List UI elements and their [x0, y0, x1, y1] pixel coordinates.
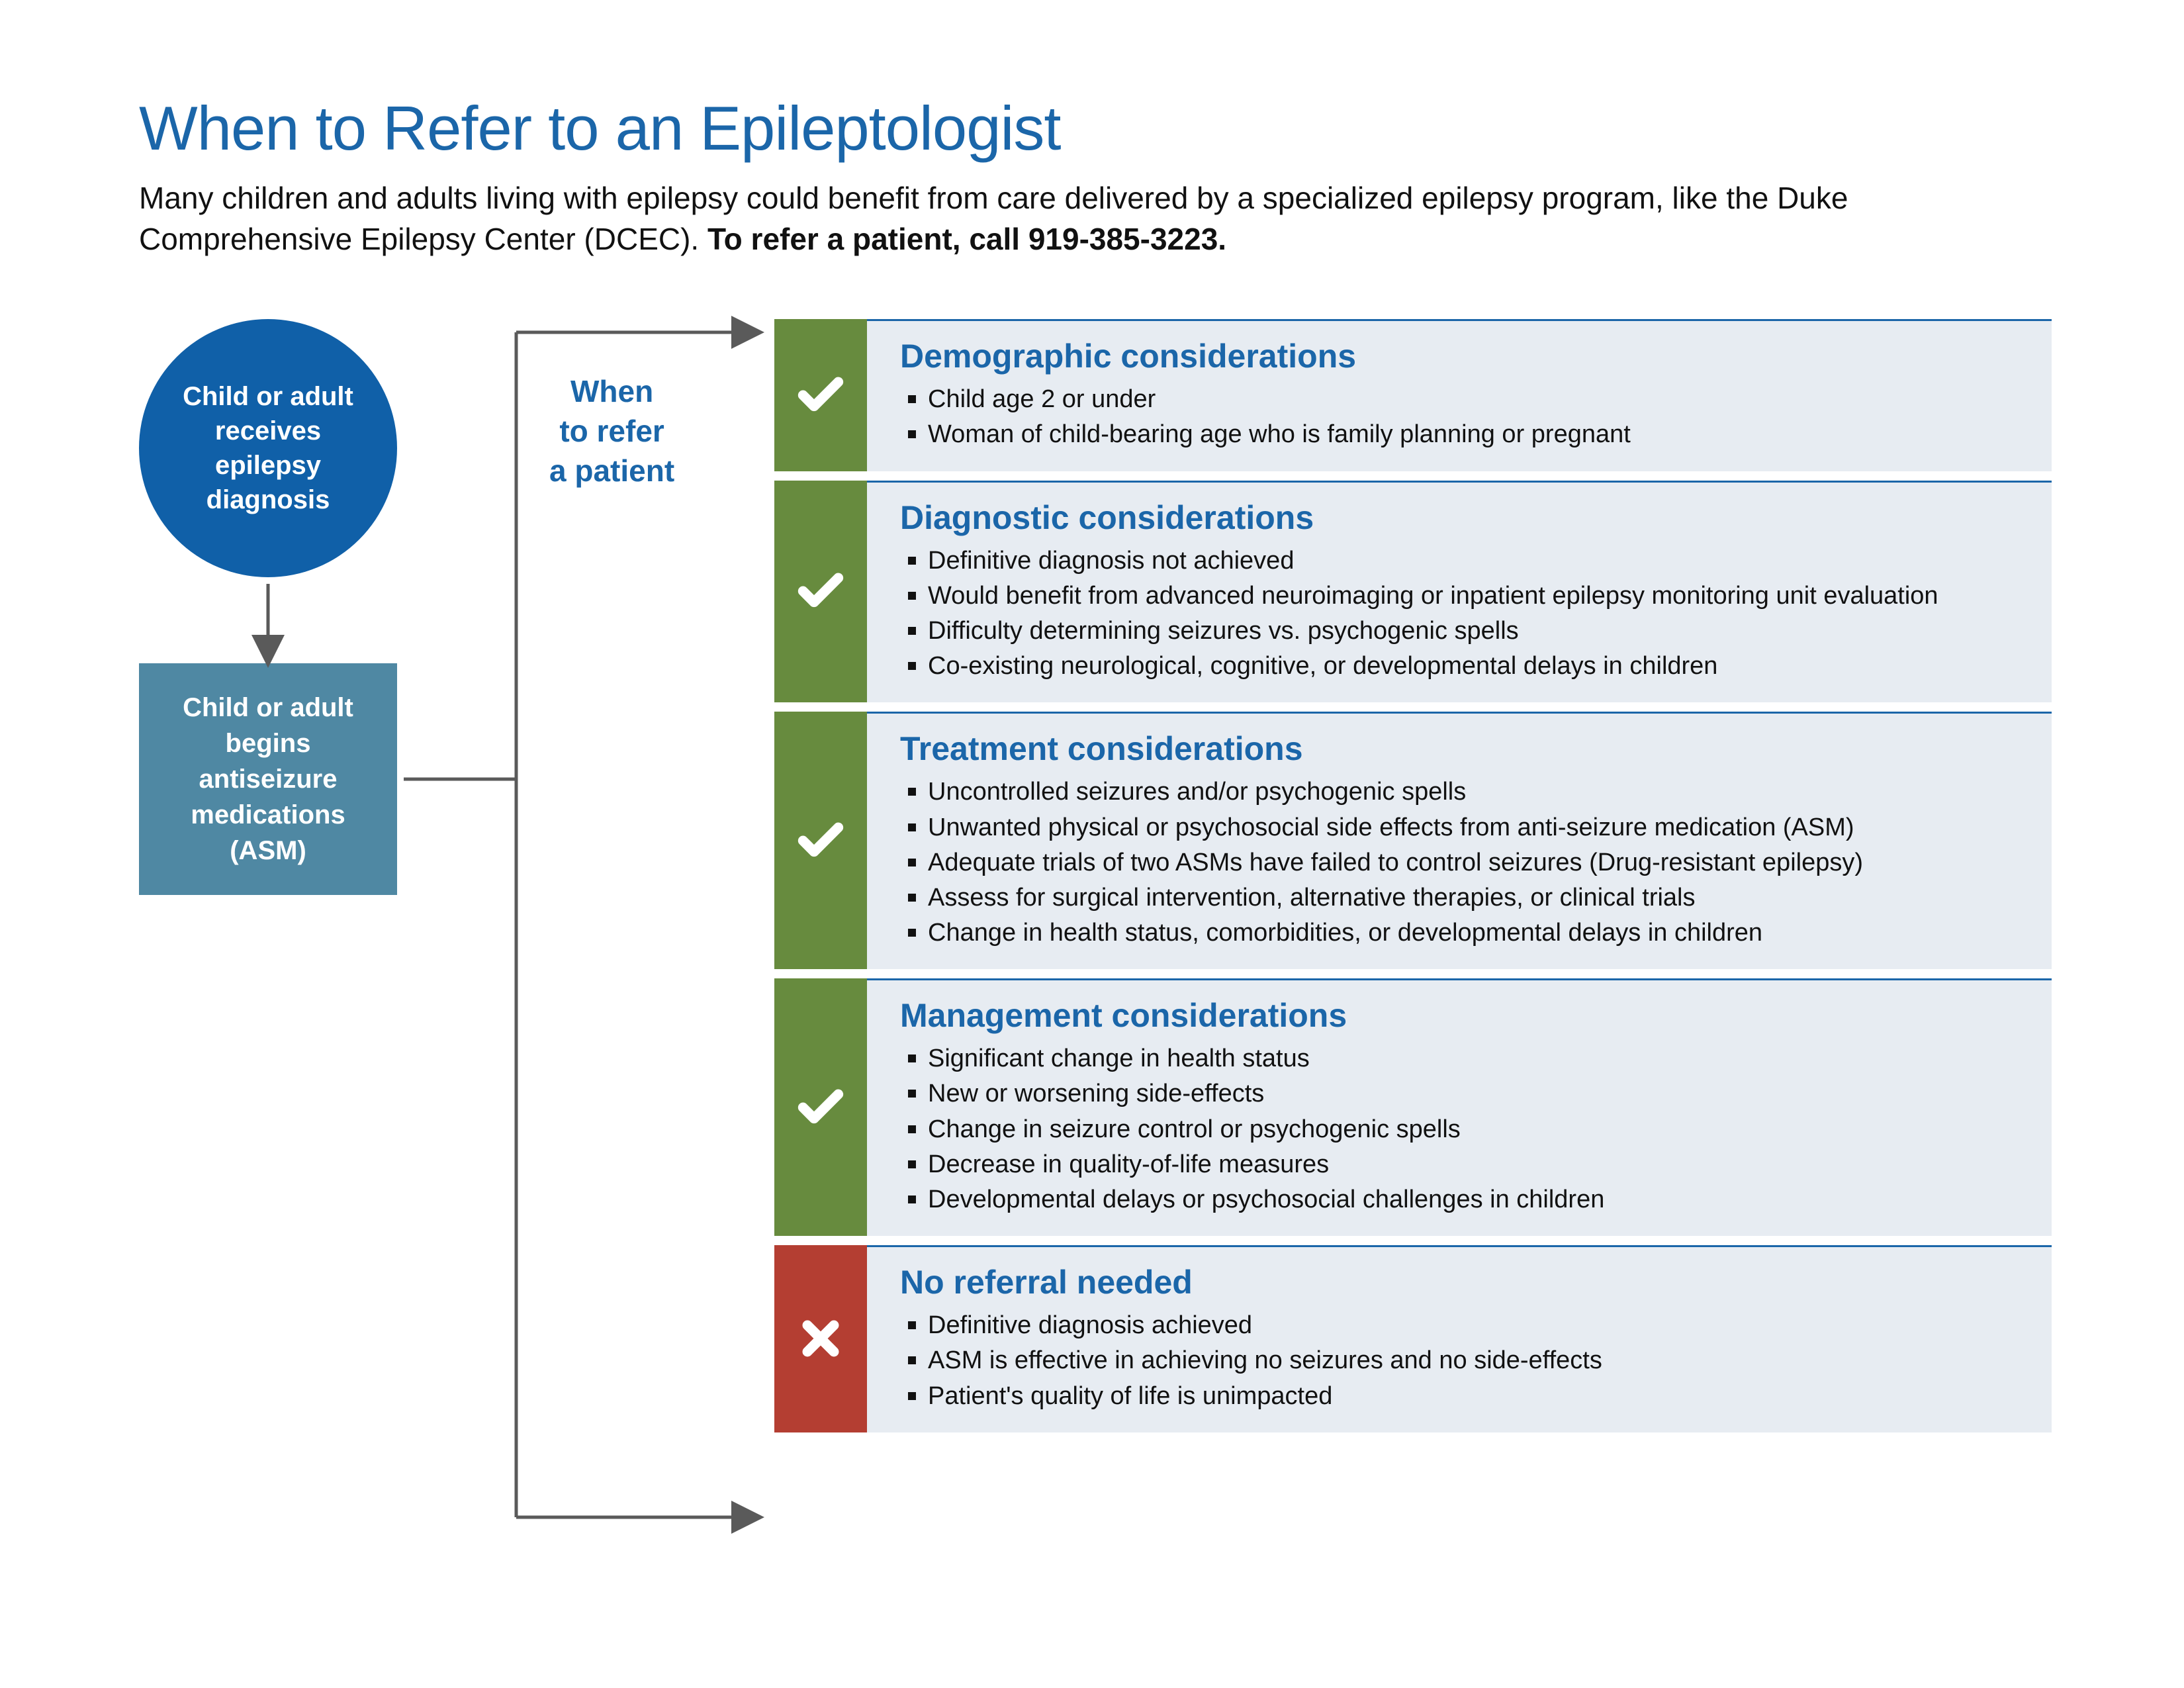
list-item: ASM is effective in achieving no seizure… [908, 1343, 2025, 1378]
panels-column: Demographic considerations Child age 2 or… [774, 319, 2052, 1432]
panel-list: Definitive diagnosis achievedASM is effe… [900, 1308, 2025, 1414]
branch-label-line3: a patient [549, 453, 674, 488]
panel-title: Treatment considerations [900, 729, 2025, 768]
page-title: When to Refer to an Epileptologist [139, 93, 2052, 164]
consideration-panel: Diagnostic considerations Definitive diag… [774, 481, 2052, 703]
panel-body: Management considerations Significant cha… [867, 978, 2052, 1236]
branch-label-line2: to refer [559, 414, 664, 448]
list-item: Difficulty determining seizures vs. psyc… [908, 614, 2025, 649]
flow-node-asm: Child or adult begins antiseizure medica… [139, 663, 397, 895]
panel-list: Child age 2 or underWoman of child-beari… [900, 382, 2025, 452]
flow-node-diagnosis: Child or adult receives epilepsy diagnos… [139, 319, 397, 577]
list-item: Would benefit from advanced neuroimaging… [908, 579, 2025, 614]
flow-column: Child or adult receives epilepsy diagnos… [139, 319, 437, 1432]
list-item: Uncontrolled seizures and/or psychogenic… [908, 774, 2025, 810]
list-item: Decrease in quality-of-life measures [908, 1147, 2025, 1182]
list-item: Significant change in health status [908, 1041, 2025, 1076]
list-item: Woman of child-bearing age who is family… [908, 417, 2025, 452]
list-item: Assess for surgical intervention, altern… [908, 880, 2025, 915]
check-icon [774, 319, 867, 471]
list-item: Change in health status, comorbidities, … [908, 915, 2025, 951]
panel-body: Demographic considerations Child age 2 or… [867, 319, 2052, 471]
list-item: Change in seizure control or psychogenic… [908, 1112, 2025, 1147]
panel-body: Treatment considerations Uncontrolled sei… [867, 712, 2052, 969]
list-item: Co-existing neurological, cognitive, or … [908, 649, 2025, 684]
panel-list: Definitive diagnosis not achievedWould b… [900, 543, 2025, 684]
panel-title: Diagnostic considerations [900, 498, 2025, 537]
list-item: Adequate trials of two ASMs have failed … [908, 845, 2025, 880]
panel-title: Demographic considerations [900, 337, 2025, 375]
panel-body: Diagnostic considerations Definitive diag… [867, 481, 2052, 703]
panel-list: Significant change in health statusNew o… [900, 1041, 2025, 1217]
branch-label-line1: When [570, 374, 653, 408]
subtitle-bold: To refer a patient, call 919-385-3223. [707, 222, 1226, 256]
list-item: Definitive diagnosis achieved [908, 1308, 2025, 1343]
list-item: New or worsening side-effects [908, 1076, 2025, 1111]
arrow-branch-icon [404, 312, 774, 1570]
arrow-down-icon [260, 584, 276, 663]
page-subtitle: Many children and adults living with epi… [139, 177, 1860, 259]
cross-icon [774, 1245, 867, 1432]
panel-title: No referral needed [900, 1263, 2025, 1301]
list-item: Patient's quality of life is unimpacted [908, 1379, 2025, 1414]
panel-title: Management considerations [900, 996, 2025, 1035]
check-icon [774, 712, 867, 969]
list-item: Definitive diagnosis not achieved [908, 543, 2025, 579]
check-icon [774, 481, 867, 703]
check-icon [774, 978, 867, 1236]
branch-label: When to refer a patient [549, 372, 674, 491]
consideration-panel: No referral needed Definitive diagnosis a… [774, 1245, 2052, 1432]
consideration-panel: Management considerations Significant cha… [774, 978, 2052, 1236]
consideration-panel: Demographic considerations Child age 2 or… [774, 319, 2052, 471]
main-layout: Child or adult receives epilepsy diagnos… [139, 319, 2052, 1432]
list-item: Unwanted physical or psychosocial side e… [908, 810, 2025, 845]
list-item: Developmental delays or psychosocial cha… [908, 1182, 2025, 1217]
panel-body: No referral needed Definitive diagnosis a… [867, 1245, 2052, 1432]
consideration-panel: Treatment considerations Uncontrolled sei… [774, 712, 2052, 969]
panel-list: Uncontrolled seizures and/or psychogenic… [900, 774, 2025, 951]
list-item: Child age 2 or under [908, 382, 2025, 417]
